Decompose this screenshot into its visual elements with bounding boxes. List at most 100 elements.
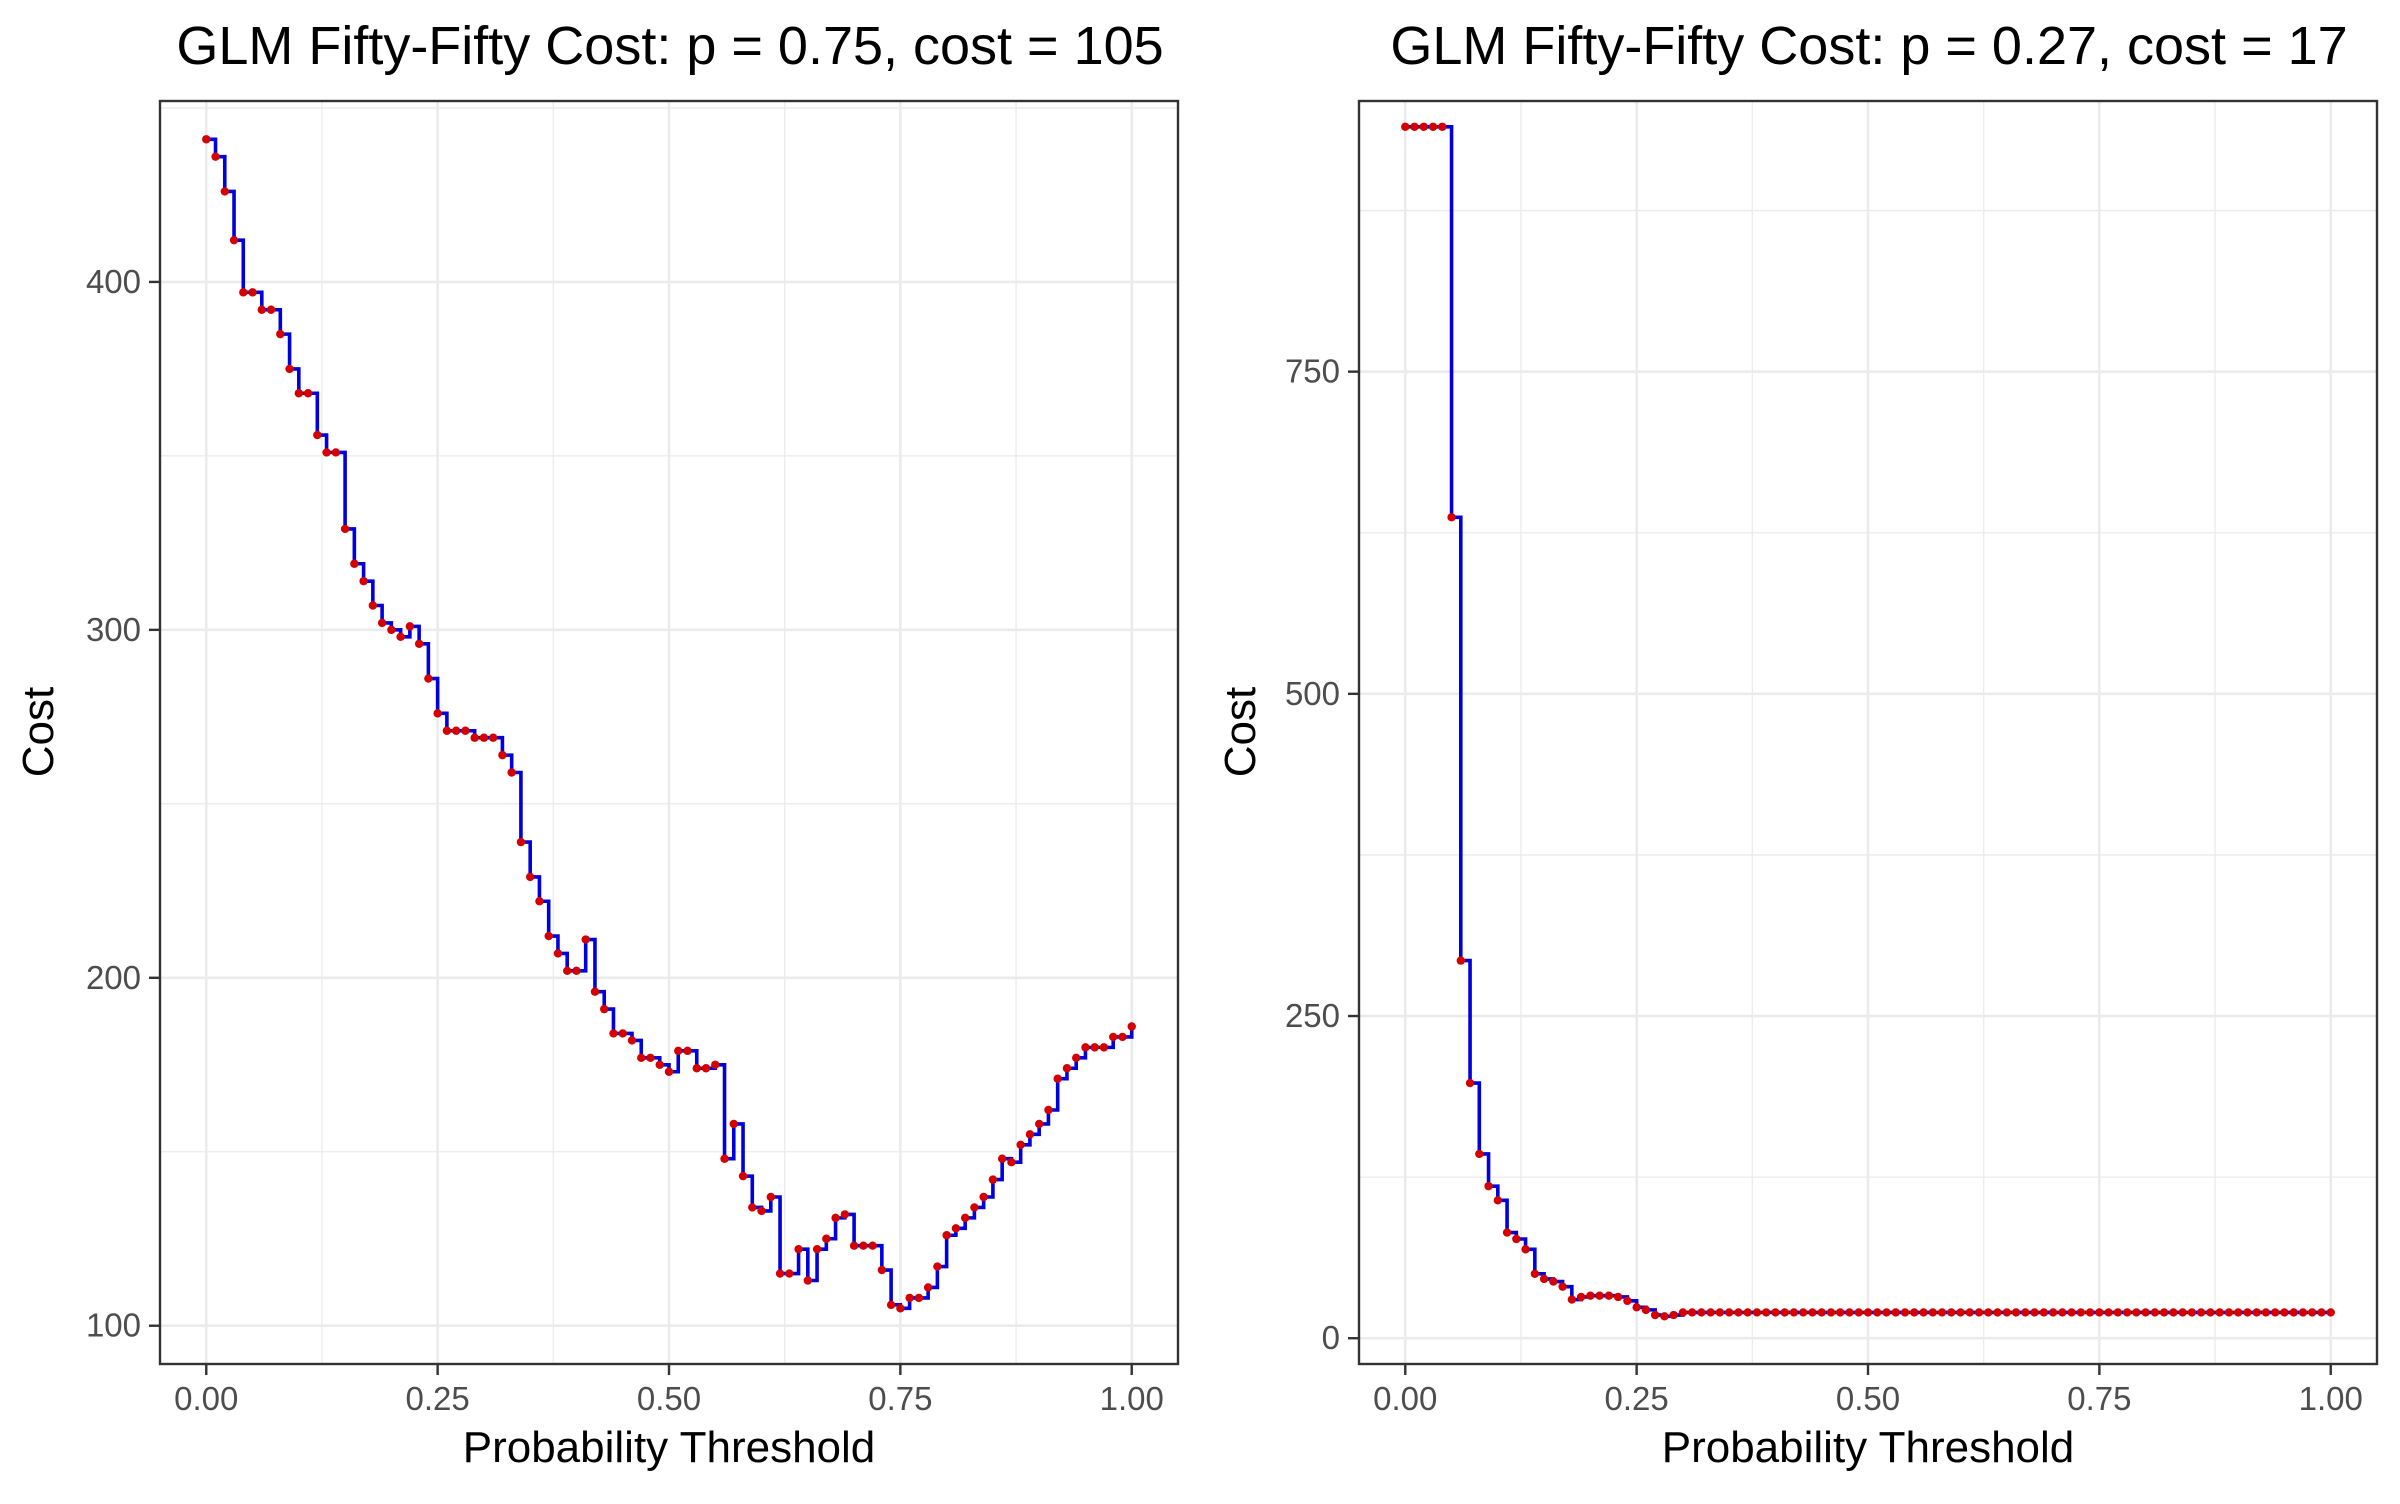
left-data-point	[377, 618, 387, 628]
left-data-point	[479, 733, 489, 742]
left-data-point	[294, 389, 304, 398]
left-data-point	[451, 726, 461, 735]
left-data-point	[303, 389, 313, 398]
left-data-point	[1016, 1140, 1025, 1150]
left-data-point	[655, 1060, 664, 1069]
left-data-point	[387, 625, 396, 635]
right-data-point	[1484, 1181, 1493, 1191]
right-data-point	[2095, 1308, 2104, 1317]
right-data-point	[2150, 1308, 2160, 1317]
left-data-point	[646, 1053, 655, 1063]
right-data-point	[1836, 1308, 1845, 1317]
right-data-point	[1475, 1149, 1484, 1159]
right-data-point	[1715, 1308, 1725, 1317]
right-chart-title: GLM Fifty-Fifty Cost: p = 0.27, cost = 1…	[1390, 16, 2347, 76]
left-data-point	[674, 1046, 683, 1056]
right-x-tick-label: 0.75	[2067, 1380, 2131, 1417]
right-data-point	[1697, 1308, 1706, 1317]
left-data-point	[970, 1203, 979, 1212]
right-data-point	[2280, 1308, 2289, 1317]
right-data-point	[2224, 1308, 2234, 1317]
left-data-point	[914, 1293, 924, 1303]
left-data-point	[544, 931, 553, 941]
left-data-point	[331, 448, 341, 457]
right-x-tick-label: 0.50	[1836, 1380, 1900, 1417]
left-data-point	[1044, 1105, 1053, 1115]
left-data-point	[1007, 1158, 1016, 1167]
left-data-point	[202, 135, 211, 144]
right-data-point	[1956, 1308, 1965, 1317]
left-data-point	[637, 1053, 646, 1063]
right-data-point	[1789, 1308, 1799, 1317]
right-data-point	[2261, 1308, 2271, 1317]
right-data-point	[1937, 1308, 1947, 1317]
right-data-point	[1965, 1308, 1975, 1317]
right-data-point	[1558, 1282, 1567, 1291]
right-data-point	[2011, 1308, 2021, 1317]
right-data-point	[2317, 1308, 2326, 1317]
left-data-point	[442, 726, 452, 735]
left-data-point	[877, 1265, 887, 1275]
left-data-point	[738, 1171, 748, 1181]
right-data-point	[1882, 1308, 1891, 1317]
left-data-point	[563, 966, 572, 976]
left-x-axis-title: Probability Threshold	[463, 1423, 876, 1472]
right-data-point	[1530, 1269, 1540, 1278]
left-data-point	[720, 1154, 729, 1163]
left-gridlines	[160, 101, 1178, 1364]
left-data-point	[229, 235, 239, 245]
left-data-point	[239, 288, 248, 297]
right-y-tick-label: 500	[1285, 675, 1340, 712]
left-data-point	[1118, 1032, 1127, 1042]
right-data-point	[1539, 1274, 1549, 1284]
right-data-point	[1465, 1078, 1475, 1088]
right-data-point	[2243, 1308, 2252, 1317]
left-data-point	[266, 305, 276, 314]
left-data-point	[1072, 1053, 1081, 1063]
right-data-point	[1780, 1308, 1789, 1317]
left-data-point	[757, 1206, 766, 1216]
left-data-point	[340, 524, 350, 534]
right-data-point	[1743, 1308, 1752, 1317]
left-data-point	[535, 897, 544, 906]
right-data-point	[1984, 1308, 1993, 1317]
left-data-point	[1062, 1064, 1072, 1073]
right-data-point	[1826, 1308, 1836, 1317]
left-data-point	[368, 601, 378, 610]
left-data-point	[840, 1210, 850, 1219]
left-data-point	[711, 1060, 720, 1069]
right-marks	[1401, 122, 2335, 1321]
right-data-point	[1845, 1308, 1854, 1317]
left-data-point	[1053, 1074, 1062, 1083]
right-data-point	[1419, 122, 1428, 131]
right-data-point	[1910, 1308, 1919, 1317]
right-data-point	[1632, 1303, 1641, 1312]
right-data-point	[1586, 1291, 1595, 1300]
right-data-point	[1919, 1308, 1928, 1317]
right-x-tick-label: 0.25	[1605, 1380, 1669, 1417]
left-data-point	[766, 1192, 775, 1202]
left-data-point	[516, 837, 526, 847]
left-x-tick-label: 0.25	[406, 1380, 470, 1417]
right-data-point	[1512, 1234, 1521, 1244]
left-data-point	[618, 1029, 627, 1038]
right-data-point	[2178, 1308, 2187, 1317]
left-data-point	[525, 872, 535, 882]
right-y-tick-label: 250	[1285, 997, 1340, 1034]
left-data-point	[923, 1283, 933, 1292]
right-data-point	[2215, 1308, 2224, 1317]
left-data-point	[461, 726, 470, 735]
right-data-point	[2159, 1308, 2169, 1317]
right-data-point	[2067, 1308, 2076, 1317]
left-data-point	[960, 1213, 970, 1223]
left-data-point	[748, 1203, 757, 1212]
left-data-point	[276, 329, 285, 339]
left-data-point	[1090, 1043, 1099, 1052]
right-data-point	[1401, 122, 1410, 131]
left-data-point	[488, 733, 498, 742]
right-data-point	[2252, 1308, 2261, 1317]
left-x-tick-label: 0.50	[637, 1380, 701, 1417]
left-chart-title: GLM Fifty-Fifty Cost: p = 0.75, cost = 1…	[176, 16, 1163, 76]
right-data-point	[1817, 1308, 1826, 1317]
left-data-point	[470, 733, 479, 742]
